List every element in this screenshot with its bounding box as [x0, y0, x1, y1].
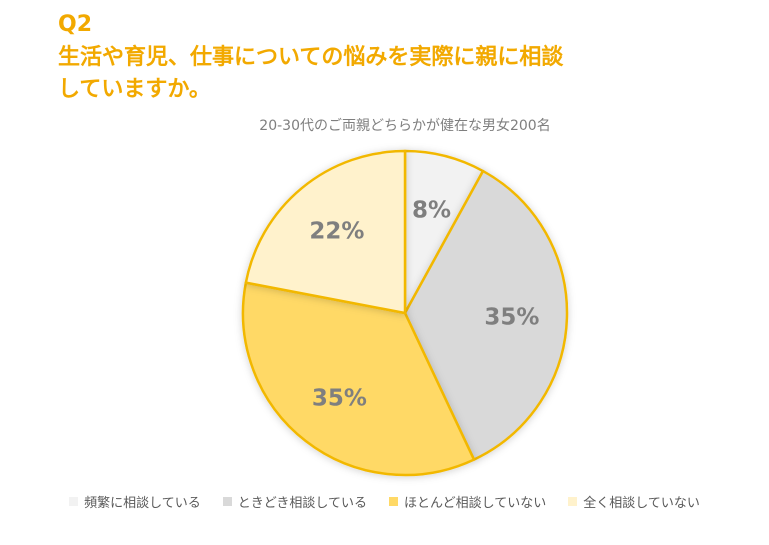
- legend-item-sometimes: ときどき相談している: [222, 492, 367, 511]
- legend-swatch: [568, 497, 578, 506]
- legend-label: ときどき相談している: [237, 496, 367, 511]
- legend-swatch: [222, 497, 232, 506]
- legend-item-never: 全く相談していない: [568, 492, 700, 511]
- legend-swatch: [69, 497, 79, 506]
- legend-label: 全く相談していない: [583, 496, 700, 511]
- label-frequent: 8%: [412, 197, 451, 223]
- label-never: 22%: [309, 219, 364, 245]
- question-number: Q2: [58, 12, 93, 37]
- pie-labels: 8% 35% 35% 22%: [309, 197, 539, 411]
- slice-rarely: [241, 281, 476, 477]
- slice-sometimes: [403, 169, 569, 461]
- question-title: 生活や育児、仕事についての悩みを実際に親に相談していますか。: [58, 45, 564, 102]
- pie-slices: [241, 149, 569, 477]
- label-rarely: 35%: [312, 385, 367, 411]
- label-sometimes: 35%: [484, 304, 539, 330]
- legend-item-rarely: ほとんど相談していない: [389, 492, 546, 511]
- slice-never: [244, 149, 407, 315]
- chart-legend: 頻繁に相談している ときどき相談している ほとんど相談していない 全く相談していない: [0, 492, 769, 511]
- legend-swatch: [389, 497, 398, 506]
- legend-label: ほとんど相談していない: [404, 496, 547, 511]
- legend-label: 頻繁に相談している: [84, 496, 201, 511]
- legend-item-frequent: 頻繁に相談している: [69, 492, 201, 511]
- chart-subtitle: 20-30代のご両親どちらかが健在な男女200名: [259, 118, 551, 134]
